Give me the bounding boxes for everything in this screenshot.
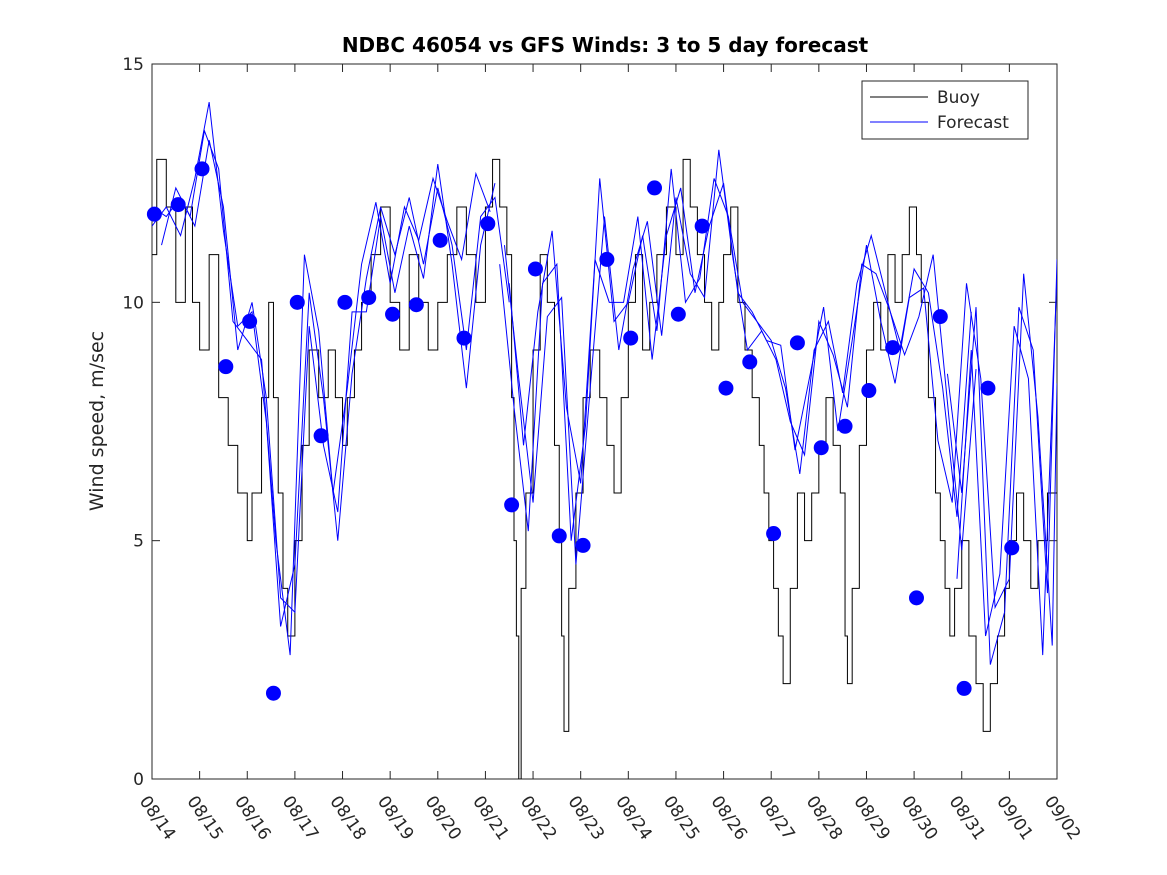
x-tick-label: 08/31 xyxy=(945,792,989,844)
x-tick-label: 08/20 xyxy=(421,792,465,844)
forecast-point xyxy=(932,309,948,325)
chart-title: NDBC 46054 vs GFS Winds: 3 to 5 day fore… xyxy=(342,33,869,57)
forecast-point xyxy=(313,428,329,444)
x-tick-label: 08/26 xyxy=(706,792,750,844)
forecast-point xyxy=(956,680,972,696)
forecast-point xyxy=(670,306,686,322)
legend-forecast-label: Forecast xyxy=(937,113,1009,133)
forecast-line xyxy=(161,128,491,656)
forecast-point xyxy=(265,685,281,701)
y-tick-label: 0 xyxy=(133,770,144,790)
forecast-point xyxy=(385,306,401,322)
forecast-point xyxy=(337,294,353,310)
forecast-point xyxy=(599,251,615,267)
forecast-point xyxy=(194,161,210,177)
x-tick-label: 08/27 xyxy=(754,792,798,844)
forecast-point xyxy=(218,359,234,375)
forecast-point xyxy=(456,330,472,346)
forecast-point xyxy=(694,218,710,234)
x-tick-label: 08/16 xyxy=(230,792,274,844)
x-tick-label: 08/19 xyxy=(373,792,417,844)
x-tick-label: 08/22 xyxy=(516,792,560,844)
forecast-line xyxy=(508,183,1057,646)
x-tick-label: 08/14 xyxy=(135,792,179,844)
forecast-point xyxy=(1004,540,1020,556)
x-tick-label: 09/01 xyxy=(992,792,1036,844)
legend-buoy-label: Buoy xyxy=(937,88,980,108)
forecast-point xyxy=(408,297,424,313)
forecast-point xyxy=(837,418,853,434)
forecast-point xyxy=(504,497,520,513)
forecast-point xyxy=(885,340,901,356)
forecast-point xyxy=(908,590,924,606)
forecast-point xyxy=(980,380,996,396)
axes-box xyxy=(151,63,1058,780)
forecast-line xyxy=(152,140,496,614)
x-tick-label: 08/17 xyxy=(278,792,322,844)
forecast-point xyxy=(170,197,186,213)
forecast-point xyxy=(551,528,567,544)
forecast-point xyxy=(480,216,496,232)
x-tick-label: 08/24 xyxy=(611,792,655,844)
forecast-line xyxy=(503,149,977,565)
forecast-point xyxy=(861,383,877,399)
x-tick-label: 08/30 xyxy=(897,792,941,844)
y-tick-label: 15 xyxy=(122,55,144,75)
x-tick-label: 09/02 xyxy=(1040,792,1084,844)
x-tick-label: 08/28 xyxy=(802,792,846,844)
forecast-point xyxy=(623,330,639,346)
y-tick-label: 5 xyxy=(133,532,144,552)
x-tick-label: 08/23 xyxy=(564,792,608,844)
forecast-point xyxy=(718,380,734,396)
forecast-point xyxy=(647,180,663,196)
forecast-line xyxy=(956,273,1057,656)
x-tick-label: 08/25 xyxy=(659,792,703,844)
forecast-point xyxy=(813,440,829,456)
forecast-line xyxy=(499,168,972,541)
forecast-point xyxy=(432,232,448,248)
forecast-point xyxy=(789,335,805,351)
y-tick-label: 10 xyxy=(122,293,144,313)
forecast-point xyxy=(527,261,543,277)
forecast-point xyxy=(361,290,377,306)
forecast-point xyxy=(766,526,782,542)
y-axis-label: Wind speed, m/sec xyxy=(86,331,108,511)
forecast-point xyxy=(575,537,591,553)
x-tick-label: 08/21 xyxy=(468,792,512,844)
x-tick-label: 08/15 xyxy=(183,792,227,844)
legend-box xyxy=(861,80,1029,140)
forecast-point xyxy=(289,294,305,310)
x-tick-label: 08/18 xyxy=(325,792,369,844)
x-tick-label: 08/29 xyxy=(849,792,893,844)
forecast-point xyxy=(242,313,258,329)
forecast-point xyxy=(742,354,758,370)
forecast-point xyxy=(146,206,162,222)
